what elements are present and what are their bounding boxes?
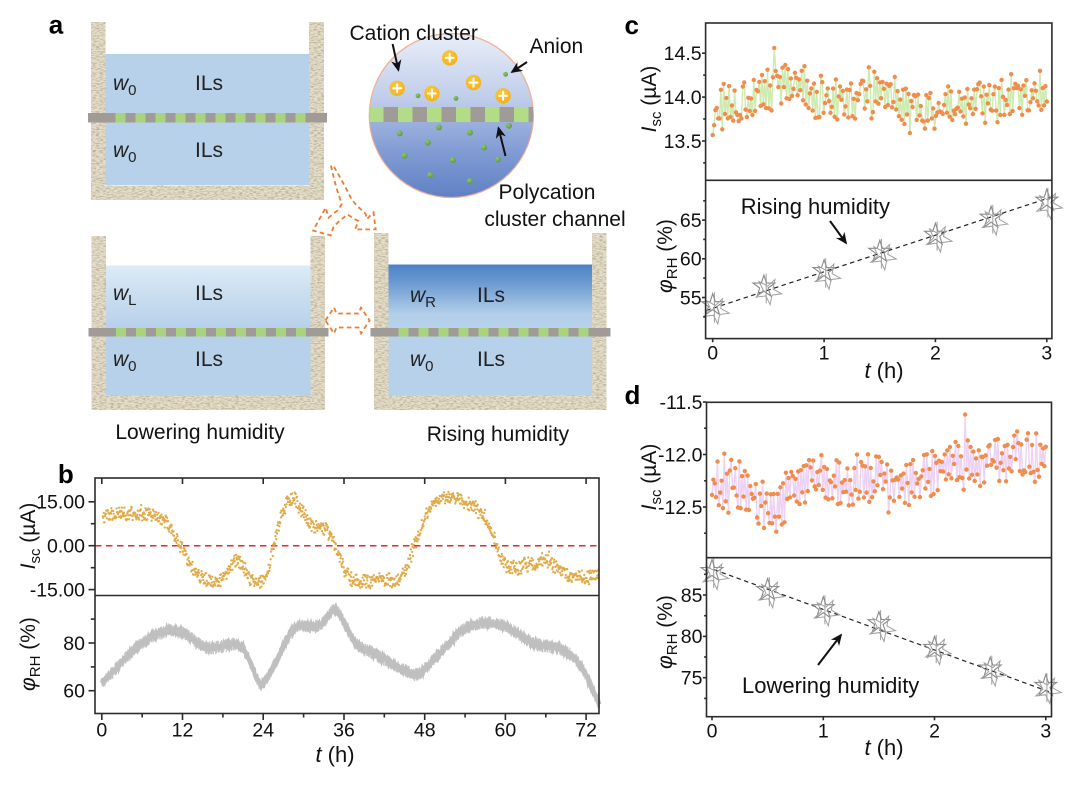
- svg-text:Lowering humidity: Lowering humidity: [742, 673, 919, 698]
- svg-text:d: d: [625, 380, 641, 410]
- svg-text:Polycation: Polycation: [499, 181, 596, 204]
- svg-text:Anion: Anion: [530, 35, 584, 58]
- svg-text:ILs: ILs: [195, 139, 223, 162]
- svg-text:-12.5: -12.5: [658, 497, 703, 519]
- svg-text:ILs: ILs: [477, 284, 505, 307]
- svg-text:24: 24: [252, 720, 274, 742]
- svg-text:0: 0: [707, 343, 718, 365]
- svg-text:2: 2: [930, 343, 941, 365]
- svg-text:75: 75: [681, 668, 703, 690]
- svg-text:12: 12: [172, 720, 194, 742]
- svg-text:14.0: 14.0: [664, 87, 702, 109]
- svg-text:0.00: 0.00: [47, 536, 85, 558]
- svg-text:48: 48: [414, 720, 436, 742]
- svg-text:t (h): t (h): [864, 358, 903, 383]
- svg-text:φRH (%): φRH (%): [17, 617, 44, 691]
- svg-text:t (h): t (h): [864, 735, 903, 760]
- svg-text:65: 65: [680, 210, 702, 232]
- svg-text:2: 2: [929, 721, 940, 743]
- svg-text:ILs: ILs: [195, 72, 223, 95]
- svg-text:Rising humidity: Rising humidity: [427, 423, 570, 446]
- svg-text:ILs: ILs: [195, 282, 223, 305]
- svg-text:60: 60: [63, 681, 85, 703]
- svg-text:3: 3: [1040, 721, 1051, 743]
- svg-text:15.00: 15.00: [36, 492, 85, 514]
- svg-text:55: 55: [680, 287, 702, 309]
- svg-text:60: 60: [495, 720, 517, 742]
- svg-text:Rising humidity: Rising humidity: [741, 194, 890, 219]
- svg-text:0: 0: [96, 720, 107, 742]
- svg-text:t (h): t (h): [315, 742, 354, 767]
- svg-text:Cation cluster: Cation cluster: [350, 22, 478, 45]
- svg-text:a: a: [49, 9, 64, 39]
- svg-text:72: 72: [575, 720, 597, 742]
- svg-text:-11.5: -11.5: [660, 392, 703, 414]
- svg-text:1: 1: [818, 721, 829, 743]
- svg-text:φRH (%): φRH (%): [654, 595, 681, 669]
- svg-text:85: 85: [681, 585, 703, 607]
- svg-text:Isc (µA): Isc (µA): [17, 503, 44, 570]
- svg-text:Isc (µA): Isc (µA): [638, 444, 665, 511]
- svg-text:-12.0: -12.0: [658, 444, 703, 466]
- svg-text:80: 80: [63, 633, 85, 655]
- svg-text:36: 36: [333, 720, 355, 742]
- svg-text:80: 80: [681, 626, 703, 648]
- svg-text:Isc (µA): Isc (µA): [638, 66, 665, 133]
- svg-text:b: b: [58, 459, 74, 489]
- svg-text:ILs: ILs: [477, 348, 505, 371]
- svg-text:ILs: ILs: [195, 348, 223, 371]
- svg-text:60: 60: [680, 249, 702, 271]
- svg-text:cluster channel: cluster channel: [484, 208, 625, 231]
- svg-text:c: c: [625, 10, 639, 40]
- svg-text:0: 0: [707, 721, 718, 743]
- svg-text:-15.00: -15.00: [30, 579, 85, 601]
- svg-text:1: 1: [819, 343, 830, 365]
- svg-text:14.5: 14.5: [664, 43, 702, 65]
- svg-text:Lowering humidity: Lowering humidity: [115, 421, 285, 444]
- svg-text:φRH (%): φRH (%): [654, 219, 681, 293]
- svg-text:13.5: 13.5: [664, 131, 702, 153]
- svg-text:3: 3: [1041, 343, 1052, 365]
